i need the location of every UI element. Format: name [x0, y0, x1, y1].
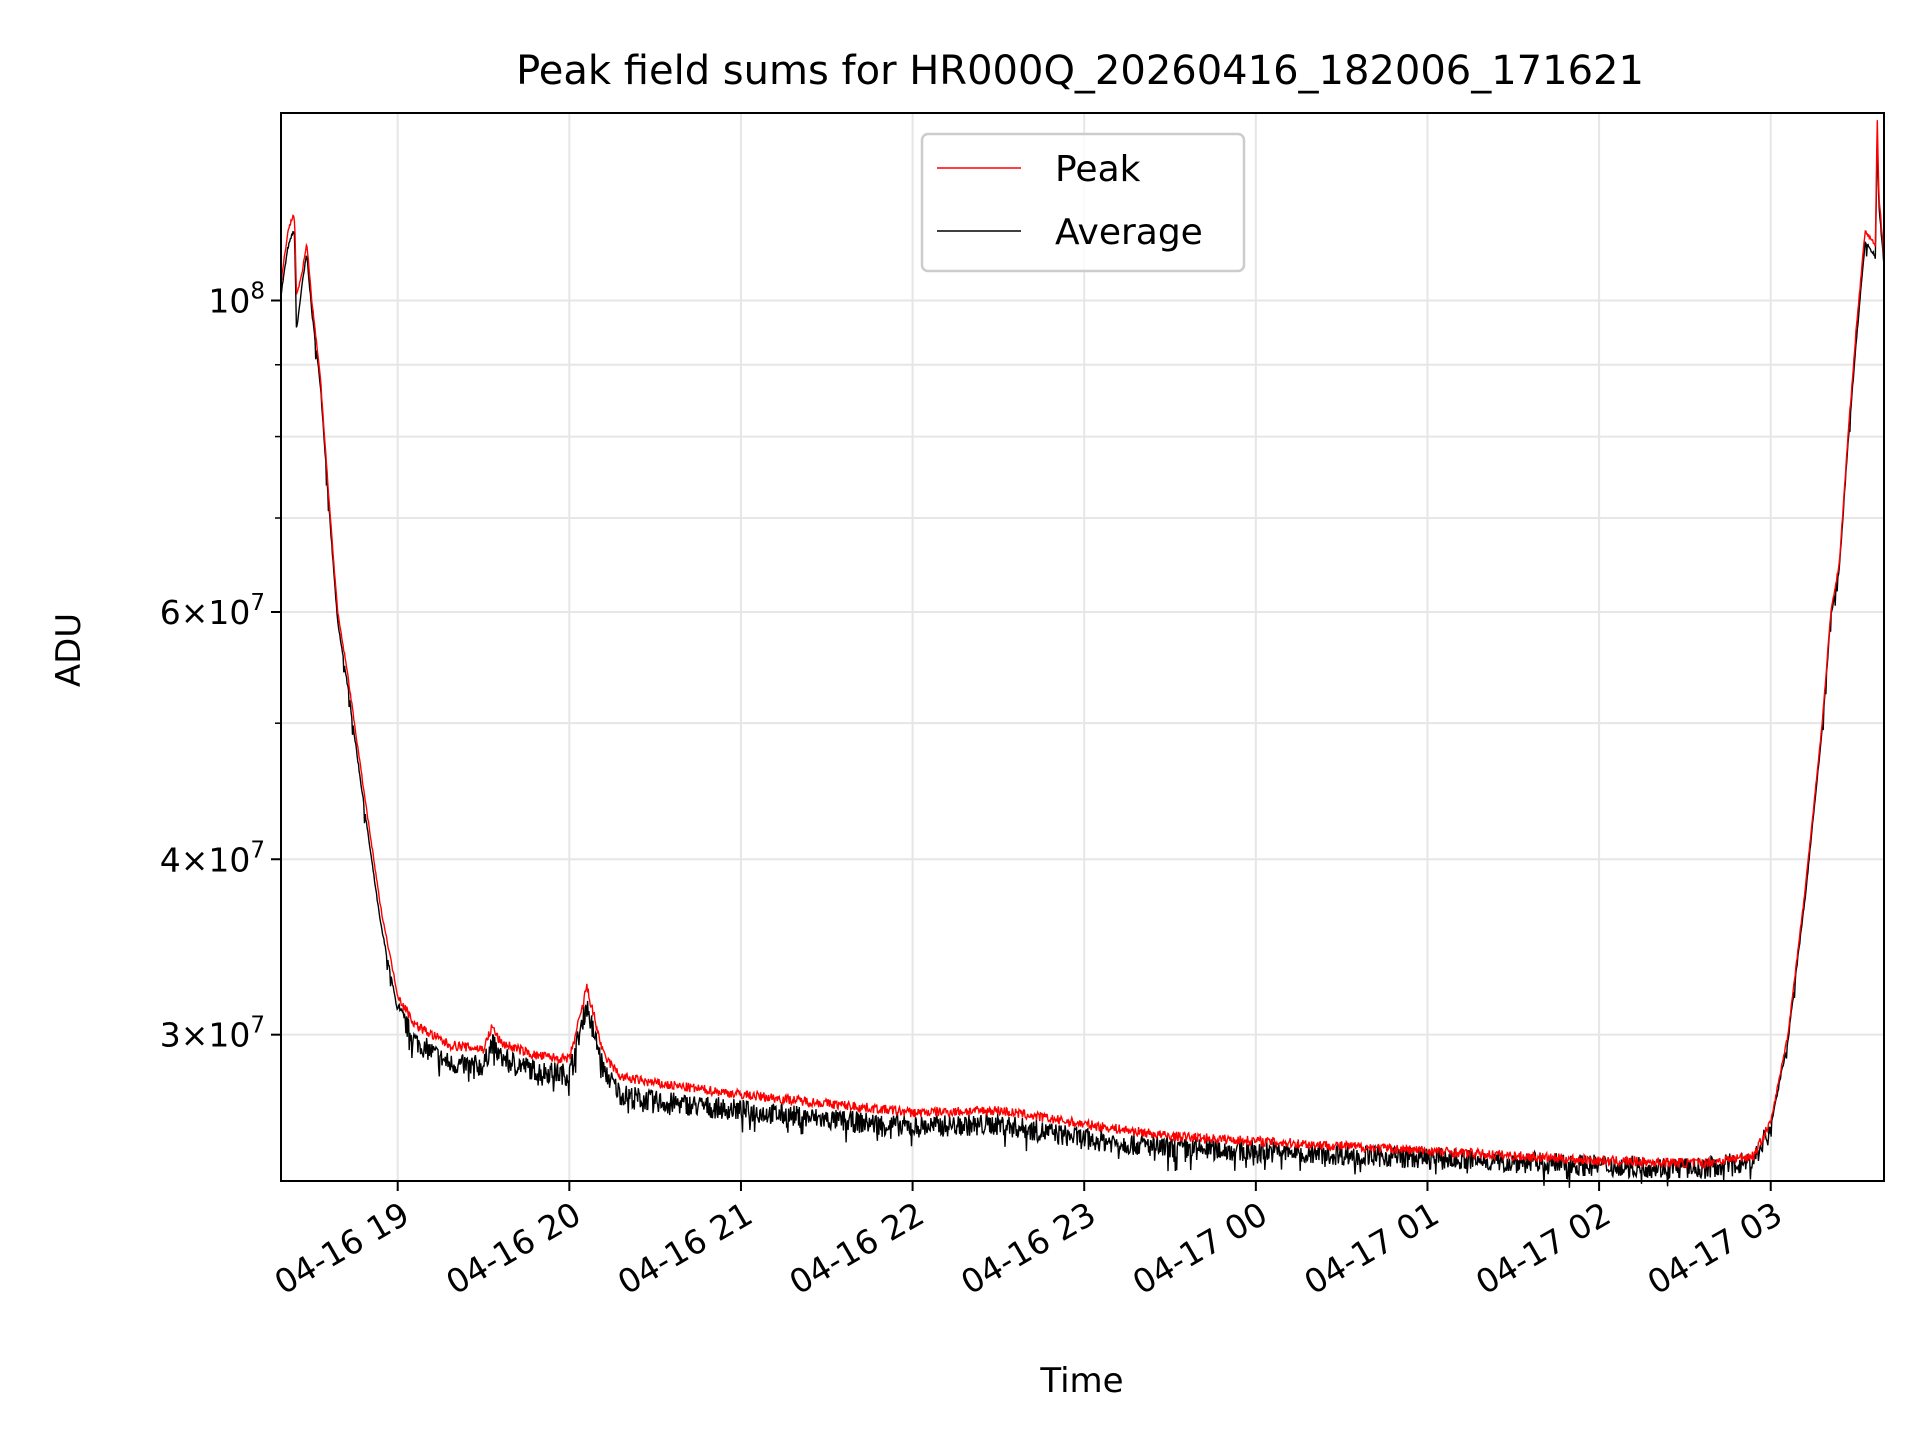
grid	[281, 113, 1884, 1181]
series-line-peak	[280, 120, 1885, 1170]
y-axis-label: ADU	[49, 613, 89, 687]
y-tick-label: 4×107	[160, 837, 265, 879]
x-axis-label: Time	[1039, 1361, 1123, 1401]
series-line-average	[280, 142, 1885, 1188]
legend-label-average: Average	[1055, 212, 1203, 253]
y-tick-label: 108	[208, 279, 265, 321]
y-tick-label: 6×107	[160, 590, 265, 632]
legend: Peak Average	[920, 132, 1246, 273]
chart-title: Peak field sums for HR000Q_20260416_1820…	[516, 48, 1644, 94]
plot-area	[280, 120, 1885, 1188]
y-axis: 108 6×107 4×107 3×107	[160, 279, 281, 1055]
axes-frame	[280, 112, 1885, 1182]
y-tick-label: 3×107	[160, 1013, 265, 1055]
legend-label-peak: Peak	[1055, 149, 1141, 190]
